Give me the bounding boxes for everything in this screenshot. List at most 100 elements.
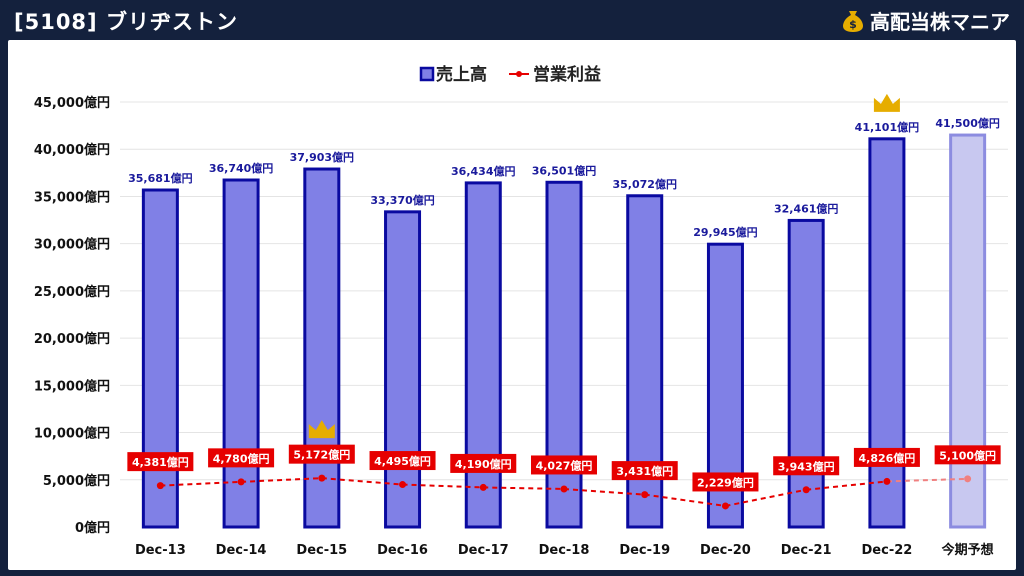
- line-label-box: [531, 455, 597, 475]
- line-series: [156, 474, 972, 510]
- line-value-label: 2,229億円: [697, 475, 754, 489]
- line-label-box: [127, 452, 194, 472]
- legend-line-marker: [516, 71, 522, 77]
- line-point: [237, 478, 245, 486]
- line-point: [721, 502, 729, 510]
- line-point: [156, 482, 164, 490]
- bar: [868, 137, 906, 529]
- line-value-labels: 4,381億円 4,780億円 5,172億円 4,495億円 4,190億円 4,027…: [127, 444, 1001, 492]
- line-value-label: 5,172億円: [293, 448, 350, 462]
- bar-value-label: 32,461億円: [774, 201, 838, 215]
- line-point: [964, 475, 972, 483]
- line-value-label: 4,826億円: [859, 451, 916, 465]
- bar: [545, 180, 583, 529]
- chart-svg: 売上高 営業利益 0億円 5,000億円 10,000億円 15,000億円 20,00…: [34, 64, 1008, 558]
- page-title: [5108] ブリヂストン: [14, 10, 238, 34]
- brand-name: 高配当株マニア: [870, 10, 1010, 34]
- bar-value-label: 41,500億円: [935, 116, 999, 130]
- line-point: [560, 485, 568, 493]
- y-tick-label: 35,000億円: [34, 189, 110, 205]
- line-segment: [402, 483, 484, 489]
- bar-value-label: 36,740億円: [209, 161, 273, 175]
- x-tick-label: Dec-15: [296, 543, 347, 558]
- bar-value-label: 35,681億円: [128, 171, 192, 185]
- line-point: [318, 474, 326, 482]
- y-tick-label: 0億円: [75, 520, 110, 536]
- crown-icon: [873, 93, 900, 112]
- y-tick-label: 10,000億円: [34, 426, 110, 442]
- y-tick-label: 45,000億円: [34, 95, 110, 111]
- line-value-label: 4,027億円: [536, 458, 593, 472]
- bar: [949, 133, 987, 529]
- crown-markers: [308, 93, 900, 439]
- line-point: [883, 477, 891, 485]
- line-value-label: 4,495億円: [374, 454, 431, 468]
- x-tick-label: Dec-22: [862, 543, 913, 558]
- chart-legend: 売上高 営業利益: [419, 64, 601, 85]
- bar-value-label: 33,370億円: [370, 193, 434, 207]
- line-label-box: [288, 444, 355, 464]
- y-tick-label: 20,000億円: [34, 331, 110, 347]
- line-point: [802, 486, 810, 494]
- x-tick-label: 今期予想: [941, 542, 994, 558]
- line-value-label: 5,100億円: [939, 448, 996, 462]
- bar-value-label: 29,945億円: [693, 225, 757, 239]
- crown-icon: [308, 420, 335, 439]
- legend-sales-label: 売上高: [436, 64, 487, 85]
- line-segment: [483, 486, 565, 490]
- x-axis: Dec-13 Dec-14 Dec-15 Dec-16 Dec-17 Dec-18 Dec-…: [135, 542, 994, 558]
- line-segment: [725, 488, 807, 507]
- bar: [303, 167, 341, 529]
- x-tick-label: Dec-18: [539, 543, 590, 558]
- line-segment: [160, 480, 242, 487]
- line-point: [479, 483, 487, 491]
- line-label-box: [450, 453, 517, 473]
- x-tick-label: Dec-14: [216, 543, 267, 558]
- line-label-box: [208, 448, 275, 468]
- x-tick-label: Dec-19: [619, 543, 670, 558]
- line-segment: [886, 477, 968, 483]
- line-segment: [321, 477, 403, 486]
- bar-value-label: 37,903億円: [290, 150, 354, 164]
- y-tick-label: 30,000億円: [34, 237, 110, 253]
- y-axis: 0億円 5,000億円 10,000億円 15,000億円 20,000億円 25,000…: [34, 95, 110, 536]
- money-bag-icon: $: [843, 10, 863, 32]
- legend-profit-label: 営業利益: [533, 64, 601, 85]
- line-value-label: 3,943億円: [778, 459, 835, 473]
- x-tick-label: Dec-20: [700, 543, 751, 558]
- chart-panel: 売上高 営業利益 0億円 5,000億円 10,000億円 15,000億円 20,00…: [8, 40, 1016, 570]
- bar-value-label: 36,434億円: [451, 164, 515, 178]
- bar: [464, 181, 502, 529]
- brand-logo: $ 高配当株マニア: [842, 6, 1010, 35]
- y-tick-label: 40,000億円: [34, 142, 110, 158]
- bar-value-label: 36,501億円: [532, 163, 596, 177]
- line-point: [641, 491, 649, 499]
- line-value-label: 4,381億円: [132, 455, 189, 469]
- bar-value-label: 41,101億円: [855, 120, 919, 134]
- x-tick-label: Dec-13: [135, 543, 186, 558]
- line-label-box: [853, 447, 920, 467]
- bar: [787, 218, 825, 529]
- x-tick-label: Dec-17: [458, 543, 509, 558]
- line-value-label: 4,190億円: [455, 457, 512, 471]
- x-tick-label: Dec-16: [377, 543, 428, 558]
- line-label-box: [692, 472, 759, 492]
- line-label-box: [773, 456, 840, 476]
- line-label-box: [369, 451, 436, 471]
- line-value-label: 3,431億円: [616, 464, 673, 478]
- line-segment: [241, 477, 322, 483]
- y-tick-label: 15,000億円: [34, 378, 110, 394]
- line-point: [399, 481, 407, 489]
- line-label-box: [611, 461, 678, 481]
- line-value-label: 4,780億円: [213, 451, 270, 465]
- line-label-box: [934, 445, 1001, 465]
- bar: [384, 210, 422, 529]
- x-tick-label: Dec-21: [781, 543, 832, 558]
- bar-value-label: 35,072億円: [613, 177, 677, 191]
- svg-text:$: $: [849, 18, 857, 31]
- legend-bar-swatch: [419, 66, 435, 82]
- y-tick-label: 25,000億円: [34, 284, 110, 300]
- line-segment: [806, 480, 888, 491]
- bar: [222, 178, 260, 529]
